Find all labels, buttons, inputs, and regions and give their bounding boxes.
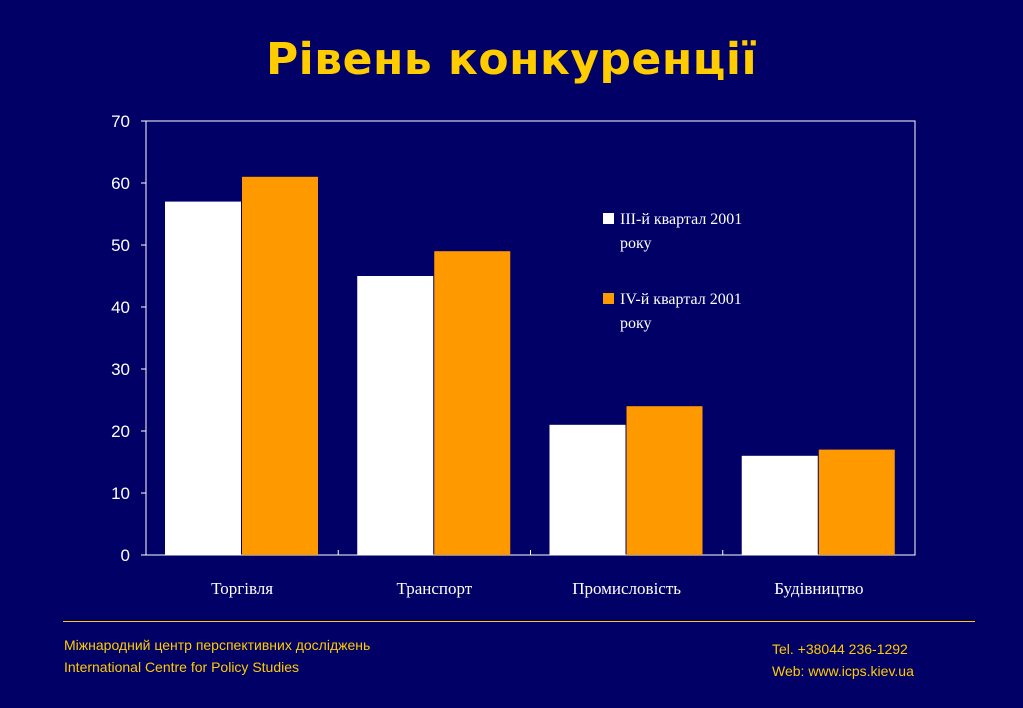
footer-divider (63, 621, 975, 622)
legend: ІІІ-й квартал 2001 року ІV-й квартал 200… (603, 211, 742, 332)
bar-series-1-1 (357, 276, 434, 555)
x-category-label: Будівництво (774, 579, 863, 598)
y-tick-label: 10 (111, 484, 130, 503)
y-tick-label: 20 (111, 422, 130, 441)
x-category-label: Промисловість (572, 579, 681, 598)
legend-swatch-series-2 (603, 293, 614, 304)
legend-label-series-2-line-2: року (620, 315, 652, 332)
bar-series-1-2 (549, 424, 626, 555)
bar-series-2-3 (818, 449, 895, 555)
footer-organization: Міжнародний центр перспективних дослідже… (64, 634, 370, 678)
x-category-label: Транспорт (397, 579, 473, 598)
legend-swatch-series-1 (603, 213, 614, 224)
footer-tel: Tel. +38044 236-1292 (772, 641, 908, 657)
footer-org-ua: Міжнародний центр перспективних дослідже… (64, 637, 371, 653)
y-tick-label: 70 (111, 112, 130, 131)
footer-web: Web: www.icps.kiev.ua (772, 663, 914, 679)
footer-org-en: International Centre for Policy Studies (64, 659, 300, 675)
y-tick-label: 60 (111, 174, 130, 193)
legend-label-series-2-line-1: ІV-й квартал 2001 (620, 291, 742, 308)
page-title: Рівень конкуренції (265, 34, 758, 85)
bar-series-1-0 (165, 201, 241, 555)
y-tick-label: 40 (111, 298, 130, 317)
x-category-label: Торгівля (211, 579, 273, 598)
y-tick-label: 30 (111, 360, 130, 379)
bar-series-2-0 (242, 176, 318, 556)
legend-label-series-1-line-2: року (620, 235, 652, 252)
y-tick-label: 50 (111, 236, 130, 255)
footer-contacts: Tel. +38044 236-1292 Web: www.icps.kiev.… (772, 638, 914, 682)
bar-series-1-3 (741, 455, 818, 555)
y-tick-label: 0 (121, 546, 130, 565)
bar-series-2-1 (434, 251, 511, 555)
bar-series-2-2 (626, 406, 703, 555)
legend-label-series-1-line-1: ІІІ-й квартал 2001 (620, 211, 742, 228)
